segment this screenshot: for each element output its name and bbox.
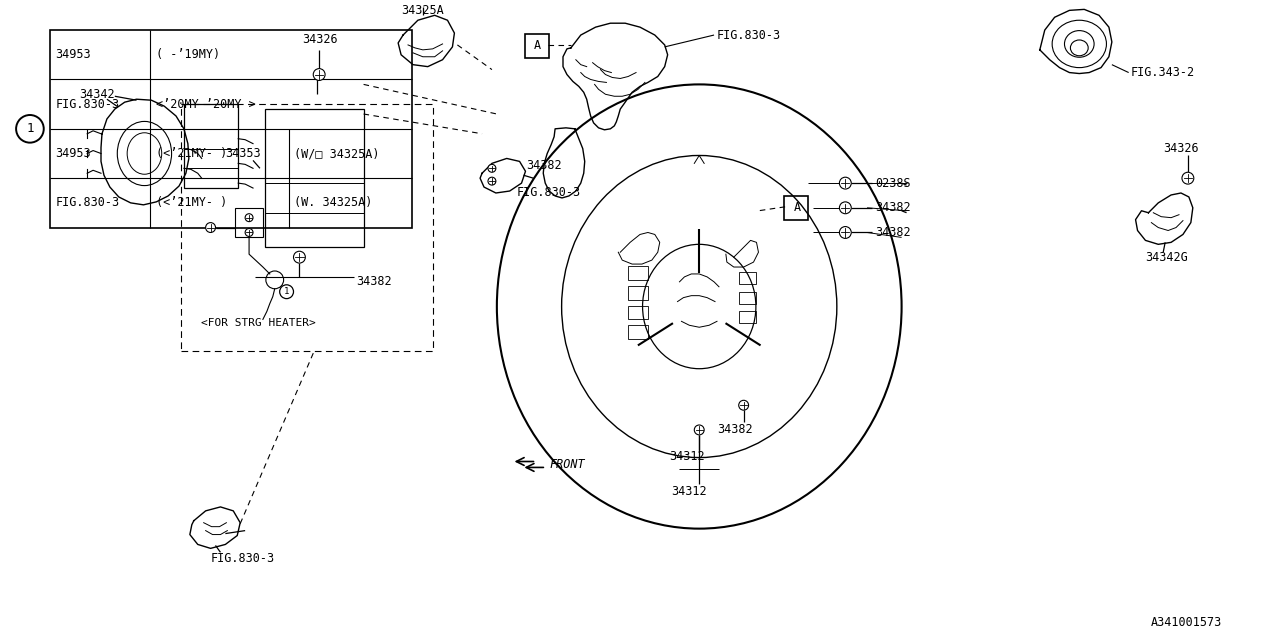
- Text: 34382: 34382: [526, 159, 562, 172]
- Bar: [265, 109, 364, 247]
- Circle shape: [1181, 172, 1194, 184]
- Bar: [628, 266, 648, 280]
- Text: 34326: 34326: [1164, 142, 1199, 155]
- Text: 34382: 34382: [876, 226, 910, 239]
- Text: FIG.830-3: FIG.830-3: [211, 552, 275, 564]
- Text: 0238S: 0238S: [876, 177, 910, 189]
- Text: FIG.830-3: FIG.830-3: [717, 29, 781, 42]
- Text: FIG.343-2: FIG.343-2: [1130, 66, 1194, 79]
- Text: 34325A: 34325A: [401, 4, 444, 17]
- Text: 34382: 34382: [876, 202, 910, 214]
- Bar: [628, 286, 648, 300]
- Text: 34312: 34312: [672, 484, 708, 498]
- Bar: [739, 272, 756, 284]
- Text: FIG.830-3: FIG.830-3: [55, 196, 120, 209]
- Circle shape: [246, 228, 253, 236]
- Text: <’20MY-’20MY >: <’20MY-’20MY >: [156, 98, 256, 111]
- Circle shape: [840, 177, 851, 189]
- Text: A: A: [534, 40, 541, 52]
- Text: 34312: 34312: [669, 450, 705, 463]
- Bar: [628, 325, 648, 339]
- Bar: [739, 292, 756, 303]
- Text: ( -’19MY): ( -’19MY): [156, 48, 220, 61]
- Text: 34342: 34342: [79, 88, 115, 100]
- Text: FRONT: FRONT: [549, 458, 585, 471]
- Text: (<’21MY- ): (<’21MY- ): [156, 147, 228, 160]
- Text: (<’21MY- ): (<’21MY- ): [156, 196, 228, 209]
- Circle shape: [840, 202, 851, 214]
- Text: 34382: 34382: [717, 424, 753, 436]
- Bar: [628, 305, 648, 319]
- Circle shape: [694, 425, 704, 435]
- Text: 34953: 34953: [55, 48, 91, 61]
- Bar: [50, 30, 412, 228]
- Text: 34326: 34326: [302, 33, 338, 47]
- Text: 34953: 34953: [55, 147, 91, 160]
- Circle shape: [488, 177, 495, 185]
- Text: <FOR STRG HEATER>: <FOR STRG HEATER>: [201, 318, 315, 328]
- Circle shape: [293, 252, 306, 263]
- Bar: [739, 312, 756, 323]
- Text: 1: 1: [26, 122, 33, 135]
- Bar: [184, 104, 238, 188]
- Text: A: A: [794, 202, 800, 214]
- Bar: [236, 208, 262, 237]
- Text: 1: 1: [284, 287, 289, 296]
- Circle shape: [314, 68, 325, 81]
- Text: 34342G: 34342G: [1146, 251, 1188, 264]
- Circle shape: [246, 214, 253, 221]
- Text: 34382: 34382: [356, 275, 392, 289]
- Circle shape: [206, 223, 215, 232]
- Text: FIG.830-3: FIG.830-3: [517, 186, 581, 200]
- Text: FIG.830-3: FIG.830-3: [55, 98, 120, 111]
- Circle shape: [488, 164, 495, 172]
- Text: A341001573: A341001573: [1151, 616, 1222, 629]
- Text: (W. 34325A): (W. 34325A): [294, 196, 372, 209]
- Circle shape: [739, 400, 749, 410]
- Text: 34353: 34353: [225, 147, 261, 160]
- Text: (W/□ 34325A): (W/□ 34325A): [294, 147, 380, 160]
- Circle shape: [840, 227, 851, 239]
